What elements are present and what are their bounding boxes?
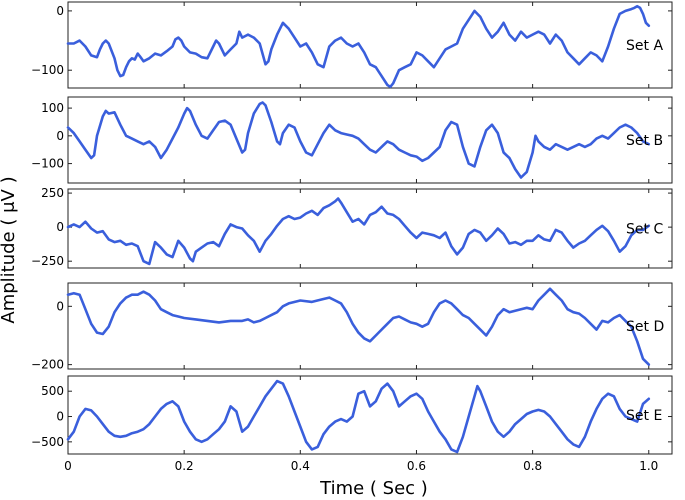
y-tick-label: 0	[56, 410, 64, 424]
x-tick-label: 0	[64, 459, 72, 473]
panel-set-e: 500 0 −500 Set E	[31, 375, 673, 455]
y-tick-label: −200	[31, 358, 64, 372]
y-tick-label: 0	[56, 299, 64, 313]
panel-label: Set E	[626, 408, 662, 424]
series-line-set-e	[66, 379, 651, 454]
y-tick-label: −250	[31, 254, 64, 268]
x-tick-label: 0.4	[291, 459, 310, 473]
panel-set-d: 0 −200 Set D	[31, 282, 673, 372]
y-tick-label: 0	[56, 129, 64, 143]
series-line-set-a	[66, 4, 651, 89]
x-tick-label: 0.6	[407, 459, 426, 473]
y-tick-label: 0	[56, 4, 64, 18]
x-axis-ticks: 0 0.2 0.4 0.6 0.8 1.0	[64, 459, 658, 473]
panel-label: Set A	[626, 38, 663, 54]
y-tick-label: −500	[31, 435, 64, 449]
panel-label: Set C	[626, 222, 663, 238]
y-tick-label: −100	[31, 63, 64, 77]
y-tick-label: 500	[41, 384, 64, 398]
y-axis-title: Amplitude ( μV )	[0, 176, 19, 323]
y-tick-label: 250	[41, 186, 64, 200]
x-tick-label: 1.0	[639, 459, 658, 473]
x-tick-label: 0.2	[175, 459, 194, 473]
panel-set-c: 250 0 −250 Set C	[31, 186, 673, 269]
panel-frame	[67, 375, 673, 455]
panel-frame	[67, 282, 673, 370]
y-tick-label: 100	[41, 101, 64, 115]
x-axis-title: Time ( Sec )	[319, 478, 428, 499]
panel-set-a: 0 −100 Set A	[31, 1, 673, 89]
series-line-set-b	[66, 101, 651, 179]
chart-panels: 0 −100 Set A 100 0 −100 Set B 250 0 −250 Set C 0 −20…	[31, 1, 673, 455]
panel-label: Set D	[626, 319, 664, 335]
series-line-set-c	[66, 197, 651, 266]
y-tick-label: 0	[56, 220, 64, 234]
panel-label: Set B	[626, 133, 663, 149]
panel-frame	[67, 188, 673, 269]
y-tick-label: −100	[31, 157, 64, 171]
panel-frame	[67, 1, 673, 89]
series-line-set-d	[66, 287, 651, 366]
panel-set-b: 100 0 −100 Set B	[31, 96, 673, 184]
panel-frame	[67, 96, 673, 184]
x-tick-label: 0.8	[523, 459, 542, 473]
